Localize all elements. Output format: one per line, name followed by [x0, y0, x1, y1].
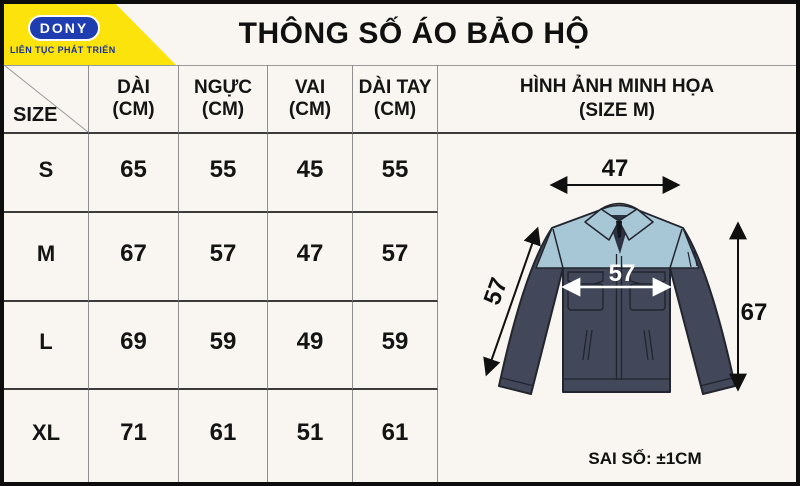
row-m-size: M — [4, 213, 89, 302]
column-header-nguc: NGỰC (CM) — [179, 65, 268, 134]
right-cuff — [699, 377, 733, 387]
brand-tagline: LIÊN TỤC PHÁT TRIỂN — [10, 45, 116, 55]
jacket-illustration: 47 57 57 67 SAI SỐ: ±1CM — [479, 155, 768, 468]
measurement-shoulder: 47 — [602, 155, 629, 182]
row-l-dai-tay: 59 — [353, 302, 438, 390]
row-xl-vai: 51 — [268, 390, 353, 482]
tolerance-note: SAI SỐ: ±1CM — [588, 448, 701, 468]
brand-name: DONY — [39, 20, 89, 36]
column-header-dai: DÀI (CM) — [89, 65, 179, 134]
dony-logo: DONY — [28, 15, 100, 41]
row-s-dai-tay: 55 — [353, 134, 438, 213]
row-s-size: S — [4, 134, 89, 213]
size-label: SIZE — [13, 103, 58, 126]
row-xl-nguc: 61 — [179, 390, 268, 482]
row-xl-dai-tay: 61 — [353, 390, 438, 482]
collar-left — [584, 208, 620, 241]
row-m-vai: 47 — [268, 213, 353, 302]
left-cuff — [501, 377, 535, 387]
row-s-vai: 45 — [268, 134, 353, 213]
row-l-size: L — [4, 302, 89, 390]
illustration-header: HÌNH ẢNH MINH HỌA (SIZE M) — [438, 65, 796, 134]
row-l-vai: 49 — [268, 302, 353, 390]
collar-right — [618, 208, 654, 241]
collar-back — [600, 202, 638, 210]
sleeve-arrow — [483, 226, 541, 377]
measurement-chest: 57 — [609, 260, 636, 287]
row-m-dai-tay: 57 — [353, 213, 438, 302]
left-sleeve-seam — [552, 228, 564, 269]
measurement-sleeve: 57 — [479, 274, 514, 308]
brand-banner: DONY LIÊN TỤC PHÁT TRIỂN — [4, 4, 176, 65]
zipper-pull — [616, 221, 622, 238]
diagonal-divider — [4, 65, 88, 132]
row-l-nguc: 59 — [179, 302, 268, 390]
size-header-cell: SIZE — [4, 65, 89, 134]
right-welt-pocket — [643, 329, 654, 361]
measurement-length: 67 — [741, 299, 768, 326]
row-s-dai: 65 — [89, 134, 179, 213]
sleeve-pen-slot — [687, 250, 698, 268]
row-m-dai: 67 — [89, 213, 179, 302]
row-l-dai: 69 — [89, 302, 179, 390]
page-title: THÔNG SỐ ÁO BẢO HỘ — [238, 17, 590, 50]
size-table: SIZE DÀI (CM) NGỰC (CM) VAI (CM) DÀI TAY… — [4, 65, 438, 482]
row-xl-size: XL — [4, 390, 89, 482]
row-s-nguc: 55 — [179, 134, 268, 213]
header-divider — [4, 65, 796, 66]
right-sleeve-seam — [669, 228, 683, 269]
column-header-dai-tay: DÀI TAY (CM) — [353, 65, 438, 134]
illustration-cell: HÌNH ẢNH MINH HỌA (SIZE M) — [438, 65, 796, 482]
left-welt-pocket — [582, 329, 593, 361]
row-m-nguc: 57 — [179, 213, 268, 302]
row-xl-dai: 71 — [89, 390, 179, 482]
column-header-vai: VAI (CM) — [268, 65, 353, 134]
